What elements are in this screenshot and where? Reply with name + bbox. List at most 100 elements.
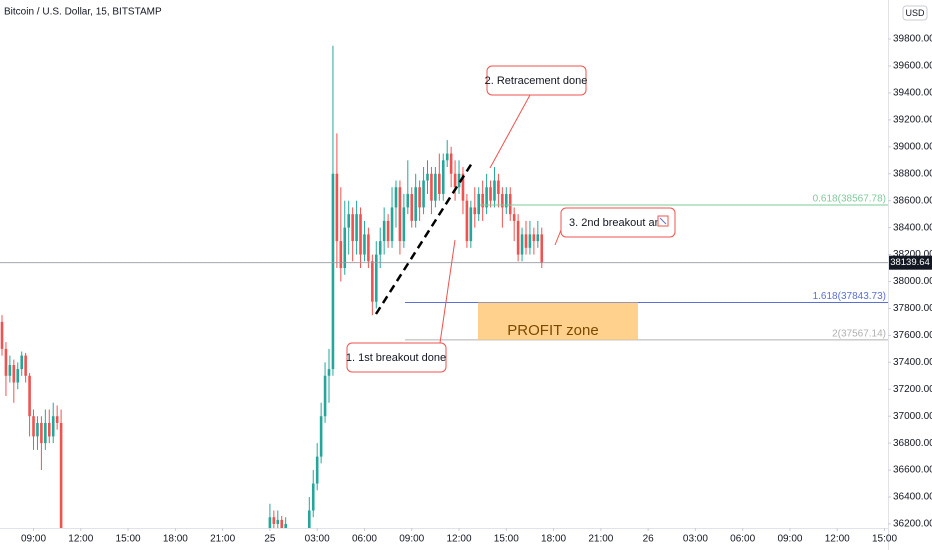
candle-body xyxy=(55,416,59,423)
candle-body xyxy=(319,416,323,457)
candle-body xyxy=(426,173,429,181)
candle-body xyxy=(445,153,449,161)
candle-body xyxy=(315,456,319,484)
y-tick-label: 39600.00 xyxy=(893,61,932,72)
y-tick-label: 38400.00 xyxy=(893,222,932,233)
candle-body xyxy=(386,220,390,242)
y-tick-label: 38800.00 xyxy=(893,168,932,179)
candle-body xyxy=(398,187,402,242)
callout-box xyxy=(560,207,676,238)
candle-body xyxy=(20,355,23,370)
x-tick-label: 21:00 xyxy=(588,534,613,545)
candle-body xyxy=(327,369,331,376)
y-tick-label: 37800.00 xyxy=(893,303,932,314)
last-price-label: 38139.64 xyxy=(890,257,930,268)
candle-body xyxy=(473,207,477,215)
candle-body xyxy=(0,321,4,349)
candle-body xyxy=(434,173,437,201)
candle-body xyxy=(406,193,410,208)
candle-body xyxy=(32,416,35,437)
candle-body xyxy=(51,416,55,437)
candle-body xyxy=(438,173,441,194)
callout-pointer xyxy=(439,239,456,344)
candle-body xyxy=(477,193,481,215)
x-tick-label: 26 xyxy=(643,534,655,545)
candle-body xyxy=(497,180,500,194)
candle-body xyxy=(351,214,354,242)
candle-body xyxy=(16,369,20,383)
x-tick-label: 18:00 xyxy=(541,534,566,545)
callout-pointer xyxy=(554,229,562,246)
candle-body xyxy=(410,193,414,221)
x-tick-label: 09:00 xyxy=(21,534,46,545)
candle-body xyxy=(528,234,532,248)
candle-body xyxy=(367,234,370,262)
x-tick-label: 12:00 xyxy=(825,534,850,545)
currency-label: USD xyxy=(905,8,925,18)
candle-body xyxy=(343,227,347,269)
y-tick-label: 37000.00 xyxy=(893,411,932,422)
plot-area xyxy=(0,45,544,528)
candle-body xyxy=(453,173,457,188)
x-tick-label: 15:00 xyxy=(116,534,141,545)
x-tick-label: 12:00 xyxy=(68,534,93,545)
y-tick-label: 37600.00 xyxy=(893,330,932,341)
candle-body xyxy=(378,241,382,255)
x-tick-label: 18:00 xyxy=(163,534,188,545)
candle-body xyxy=(430,173,433,201)
currency-box xyxy=(902,5,928,21)
y-tick-label: 37200.00 xyxy=(893,384,932,395)
candle-body xyxy=(374,254,378,302)
candle-body xyxy=(489,187,492,201)
x-tick-label: 15:00 xyxy=(872,534,897,545)
candle-body xyxy=(418,187,421,208)
x-tick-label: 03:00 xyxy=(683,534,708,545)
candle-body xyxy=(311,483,315,511)
x-tick-label: 12:00 xyxy=(447,534,472,545)
candle-body xyxy=(465,200,469,242)
x-tick-label: 21:00 xyxy=(210,534,235,545)
callout-box xyxy=(346,342,447,373)
candle-body xyxy=(457,173,461,188)
y-tick-label: 39000.00 xyxy=(893,141,932,152)
candle-body xyxy=(501,193,504,208)
candle-body xyxy=(280,519,284,528)
y-tick-label: 39400.00 xyxy=(893,88,932,99)
y-tick-label: 36400.00 xyxy=(893,492,932,503)
y-tick-label: 37400.00 xyxy=(893,357,932,368)
candle-body xyxy=(532,234,536,242)
candle-body xyxy=(47,422,51,437)
candle-body xyxy=(371,261,374,302)
candle-body xyxy=(4,348,8,376)
candle-body xyxy=(276,519,280,524)
candle-body xyxy=(284,523,287,528)
x-tick-label: 06:00 xyxy=(352,534,377,545)
candle-body xyxy=(540,234,544,263)
candle-body xyxy=(36,422,39,437)
callout: 2. Retracement done xyxy=(485,65,587,96)
candle-body xyxy=(493,180,496,201)
candle-body xyxy=(524,234,528,248)
fib-label: 1.618(37843.73) xyxy=(813,291,886,302)
candle-body xyxy=(461,173,465,201)
candle-body xyxy=(40,422,43,444)
trend-line xyxy=(374,162,474,315)
candle-body xyxy=(512,214,516,221)
candle-body xyxy=(441,160,445,194)
x-tick-label: 09:00 xyxy=(777,534,802,545)
y-tick-label: 39200.00 xyxy=(893,115,932,126)
candle-body xyxy=(422,180,425,208)
candle-body xyxy=(481,193,484,208)
candle-body xyxy=(28,375,31,417)
fib-label: 0.618(38567.78) xyxy=(813,194,886,205)
candle-body xyxy=(508,193,512,215)
candle-body xyxy=(347,214,351,228)
candle-body xyxy=(59,422,63,528)
candle-body xyxy=(44,422,47,444)
y-tick-label: 38200.00 xyxy=(893,249,932,260)
candle-body xyxy=(414,187,417,221)
profit-zone xyxy=(478,302,638,340)
candle-body xyxy=(536,234,540,242)
fib-label: 2(37567.14) xyxy=(832,328,886,339)
x-tick-label: 15:00 xyxy=(494,534,519,545)
